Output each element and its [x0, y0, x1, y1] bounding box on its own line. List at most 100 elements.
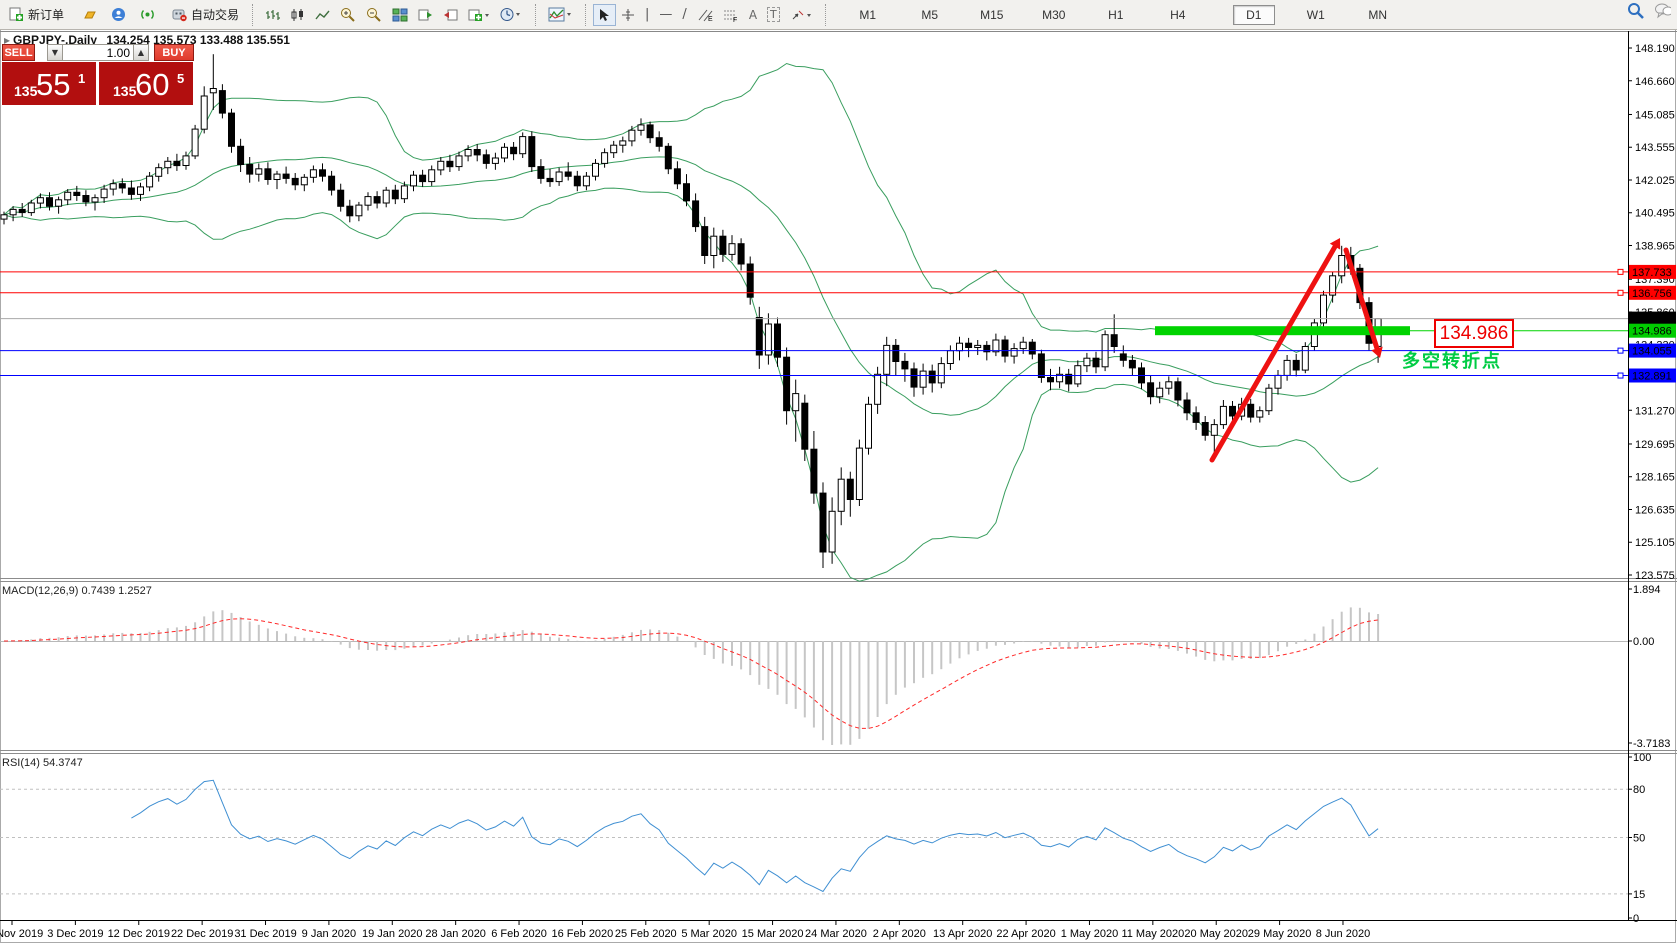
new-order-button[interactable]: 新订单 — [3, 4, 69, 26]
date-label: 5 Mar 2020 — [681, 928, 737, 940]
timeframe-H4[interactable]: H4 — [1157, 5, 1199, 25]
price-tick-label: 146.660 — [1635, 76, 1675, 88]
text-label-tool-button[interactable]: T — [762, 4, 785, 26]
macd-tick-label: 1.894 — [1633, 584, 1661, 596]
candle-body — [0, 214, 8, 220]
line-chart-button[interactable] — [310, 4, 335, 26]
community-icon[interactable] — [110, 6, 127, 23]
trendline-tool-button[interactable]: / — [677, 4, 691, 26]
chat-icon[interactable] — [1654, 2, 1671, 19]
macd-histogram-bar — [640, 629, 642, 641]
candle-body — [164, 160, 172, 169]
macd-histogram-bar — [1022, 641, 1025, 642]
green-level-bar[interactable] — [1155, 326, 1410, 336]
hline-handle[interactable] — [1617, 347, 1624, 354]
channel-tool-button[interactable]: E — [692, 4, 718, 26]
macd-histogram-bar — [312, 638, 315, 641]
trend-arrow-line[interactable] — [1343, 247, 1380, 351]
arrows-tool-button[interactable] — [785, 4, 817, 26]
macd-signal-line — [3, 618, 1379, 729]
sell-price-panel[interactable]: 135 55 1 — [2, 62, 96, 105]
zoom-out-button[interactable] — [361, 4, 387, 26]
macd-histogram-bar — [294, 636, 297, 641]
horizontal-line-tool-button[interactable]: — — [654, 4, 677, 26]
turning-point-annotation[interactable]: 多空转折点 — [1402, 351, 1502, 372]
timeframe-M1[interactable]: M1 — [847, 5, 889, 25]
candle-body — [846, 478, 854, 501]
candle-body — [983, 344, 991, 353]
timeframe-H1[interactable]: H1 — [1095, 5, 1137, 25]
candle-body — [1210, 424, 1218, 436]
timeframe-W1[interactable]: W1 — [1295, 5, 1337, 25]
timeframe-M15[interactable]: M15 — [971, 5, 1013, 25]
zoom-in-button[interactable] — [335, 4, 361, 26]
macd-histogram-bar — [903, 641, 906, 688]
gold-icon[interactable] — [81, 6, 98, 23]
fibonacci-tool-button[interactable]: F — [718, 4, 744, 26]
candle-body — [1338, 255, 1346, 277]
candle-body — [546, 177, 554, 183]
timeframe-MN[interactable]: MN — [1357, 5, 1399, 25]
text-tool-button[interactable]: A — [744, 4, 762, 26]
trend-arrow-line[interactable] — [1209, 244, 1338, 463]
macd-histogram-bar — [712, 641, 715, 659]
timeframe-D1[interactable]: D1 — [1232, 4, 1275, 25]
macd-histogram-bar — [694, 641, 697, 648]
period-button[interactable] — [495, 4, 527, 26]
tile-windows-button[interactable] — [387, 4, 413, 26]
bar-chart-button[interactable] — [260, 4, 285, 26]
cursor-tool-button[interactable] — [593, 3, 617, 26]
timeframe-M5[interactable]: M5 — [909, 5, 951, 25]
profile-next-button[interactable] — [413, 4, 438, 26]
search-icon[interactable] — [1627, 2, 1644, 19]
rsi-tick-label: 50 — [1633, 833, 1645, 845]
candle-body — [519, 136, 527, 155]
candle-body — [18, 208, 26, 214]
candle-chart-button[interactable] — [285, 4, 310, 26]
candle-body — [1028, 341, 1036, 355]
macd-histogram-bar — [812, 641, 815, 728]
macd-histogram-bar — [30, 639, 33, 641]
hline-handle[interactable] — [1617, 268, 1624, 275]
vertical-line-tool-button[interactable]: | — [640, 4, 654, 26]
crosshair-tool-button[interactable] — [616, 4, 640, 26]
buy-price-prefix: 135 — [113, 83, 137, 99]
date-label: 22 Apr 2020 — [996, 928, 1055, 940]
trend-arrow-head[interactable] — [1329, 238, 1341, 250]
price-annotation-box[interactable]: 134.986 — [1434, 319, 1514, 348]
buy-price-panel[interactable]: 135 60 5 — [99, 62, 193, 105]
timeframe-M30[interactable]: M30 — [1033, 5, 1075, 25]
candle-body — [956, 342, 963, 352]
hline-handle[interactable] — [1617, 289, 1624, 296]
candle-body — [9, 208, 17, 216]
volume-down-button[interactable]: ▼ — [47, 44, 63, 61]
trend-arrow-head[interactable] — [1371, 346, 1383, 358]
chart-title: ▸ GBPJPY-,Daily 134.254 135.573 133.488 1… — [4, 33, 290, 47]
candle-body — [792, 393, 800, 412]
autotrade-button[interactable]: 自动交易 — [166, 4, 244, 26]
candle-body — [1047, 377, 1054, 383]
buy-button[interactable]: BUY — [154, 44, 194, 61]
candle-body — [855, 447, 863, 501]
macd-histogram-bar — [949, 641, 952, 664]
candle-body — [1301, 346, 1309, 371]
candle-body — [683, 183, 690, 202]
buy-price-main: 60 — [135, 67, 170, 102]
new-chart-button[interactable] — [463, 4, 495, 26]
macd-histogram-bar — [1304, 639, 1307, 641]
volume-input[interactable] — [63, 44, 133, 61]
profile-prev-button[interactable] — [438, 4, 463, 26]
candle-body — [937, 363, 945, 384]
volume-up-button[interactable]: ▲ — [133, 44, 149, 61]
candle-body — [737, 243, 745, 265]
autotrade-label: 自动交易 — [191, 8, 240, 22]
hline-handle[interactable] — [1617, 372, 1624, 379]
signals-icon[interactable] — [139, 6, 156, 23]
macd-histogram-bar — [485, 634, 488, 641]
toolbar-right-icons — [1627, 2, 1671, 19]
indicators-button[interactable] — [543, 4, 577, 26]
macd-histogram-bar — [1231, 641, 1234, 661]
sell-button[interactable]: SELL — [2, 44, 35, 61]
